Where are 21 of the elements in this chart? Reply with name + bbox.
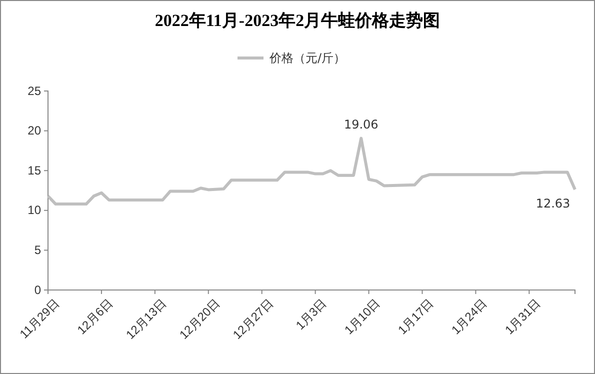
y-tick-label: 0 [34, 282, 42, 297]
y-tick-label: 10 [28, 203, 42, 218]
x-tick-label: 11月29日 [16, 296, 62, 342]
y-tick-label: 15 [28, 163, 42, 178]
x-tick-label: 1月24日 [448, 296, 490, 338]
chart-title: 2022年11月-2023年2月牛蛙价格走势图 [154, 11, 440, 30]
x-tick-label: 1月17日 [395, 296, 436, 338]
x-tick-label: 12月6日 [74, 296, 116, 338]
x-tick-label: 1月10日 [342, 296, 383, 338]
x-tick-label: 12月27日 [230, 296, 276, 342]
line-series [46, 136, 576, 206]
x-tick-label: 1月31日 [502, 296, 544, 338]
y-tick-label: 20 [28, 124, 42, 138]
data-label: 12.63 [536, 196, 570, 210]
data-label: 19.06 [344, 117, 378, 132]
x-tick-label: 12月20日 [176, 296, 222, 342]
legend-label: 价格（元/斤） [268, 51, 346, 65]
x-tick-label: 1月3日 [293, 296, 330, 332]
y-tick-label: 25 [28, 84, 42, 98]
y-tick-label: 5 [34, 243, 42, 258]
x-tick-label: 12月13日 [123, 296, 169, 342]
